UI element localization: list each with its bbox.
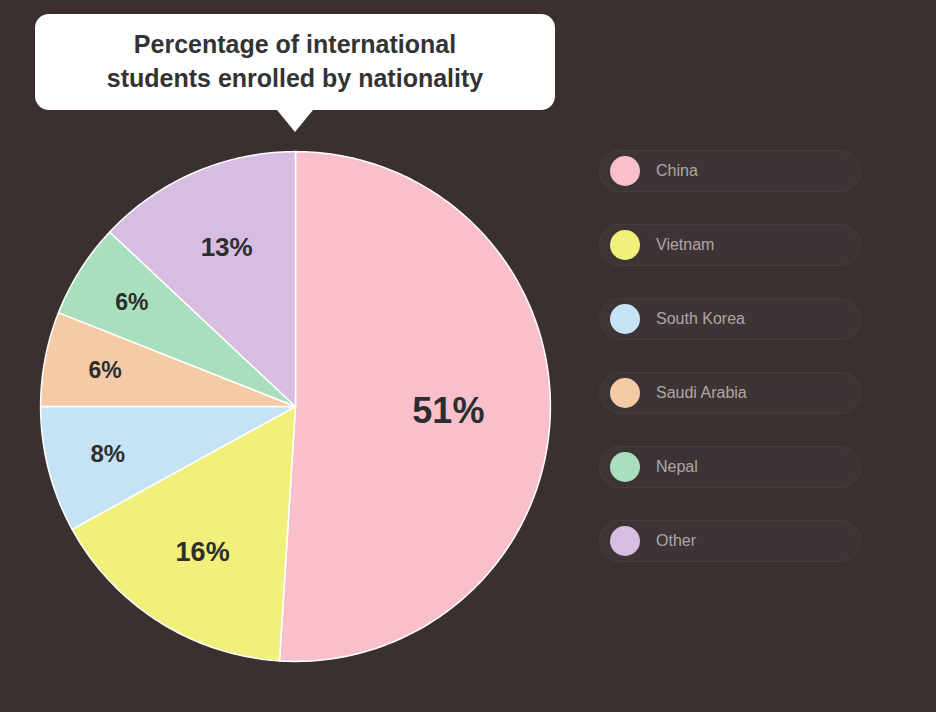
html-text:Other: Other: [656, 532, 696, 549]
html-text:Saudi Arabia: Saudi Arabia: [656, 384, 747, 401]
svg-text:8%: 8%: [91, 440, 126, 467]
svg-text:6%: 6%: [115, 289, 148, 315]
svg-text:16%: 16%: [176, 537, 230, 567]
html-text:Vietnam: Vietnam: [656, 236, 715, 253]
html-text:China: China: [656, 162, 698, 179]
svg-text:51%: 51%: [412, 389, 484, 430]
html-text:Nepal: Nepal: [656, 458, 698, 475]
svg-text:13%: 13%: [201, 231, 253, 261]
html-text:Percentage of international st: Percentage of international students enr…: [106, 30, 484, 92]
svg-text:6%: 6%: [89, 356, 122, 382]
html-text:South Korea: South Korea: [656, 310, 745, 327]
